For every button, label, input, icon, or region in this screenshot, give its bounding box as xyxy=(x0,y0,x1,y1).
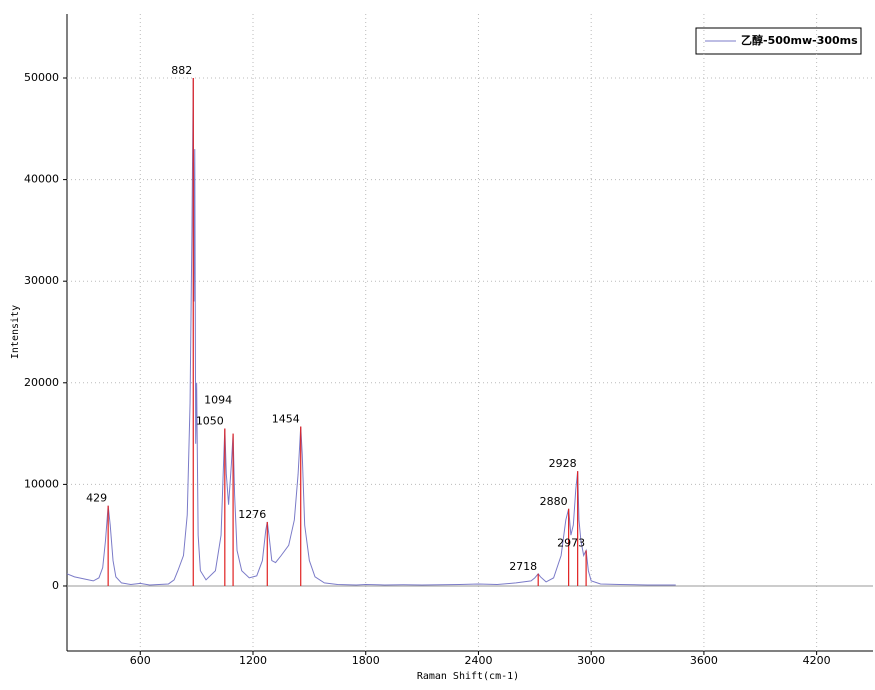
x-tick-label: 1200 xyxy=(239,654,267,667)
peak-label: 2973 xyxy=(557,536,585,549)
x-tick-label: 3000 xyxy=(577,654,605,667)
peak-label: 2880 xyxy=(540,495,568,508)
y-tick-label: 40000 xyxy=(24,173,59,186)
peak-label: 1276 xyxy=(238,508,266,521)
peak-label: 2928 xyxy=(549,457,577,470)
x-tick-label: 4200 xyxy=(803,654,831,667)
x-tick-label: 3600 xyxy=(690,654,718,667)
y-tick-label: 20000 xyxy=(24,376,59,389)
y-axis-label: Intensity xyxy=(10,305,21,359)
legend-label: 乙醇-500mw-300ms xyxy=(741,33,858,47)
y-tick-label: 0 xyxy=(52,579,59,592)
peak-label: 882 xyxy=(171,64,192,77)
y-tick-label: 50000 xyxy=(24,71,59,84)
x-tick-label: 2400 xyxy=(464,654,492,667)
peak-label: 1094 xyxy=(204,394,232,407)
peak-label: 2718 xyxy=(509,560,537,573)
x-axis-label: Raman Shift(cm-1) xyxy=(417,671,519,682)
peak-label: 1050 xyxy=(196,415,224,428)
spectrum-line xyxy=(66,77,676,586)
x-tick-label: 1800 xyxy=(352,654,380,667)
peak-label: 1454 xyxy=(272,412,300,425)
y-tick-label: 10000 xyxy=(24,477,59,490)
peak-label: 429 xyxy=(86,492,107,505)
y-tick-label: 30000 xyxy=(24,274,59,287)
x-tick-label: 600 xyxy=(130,654,151,667)
